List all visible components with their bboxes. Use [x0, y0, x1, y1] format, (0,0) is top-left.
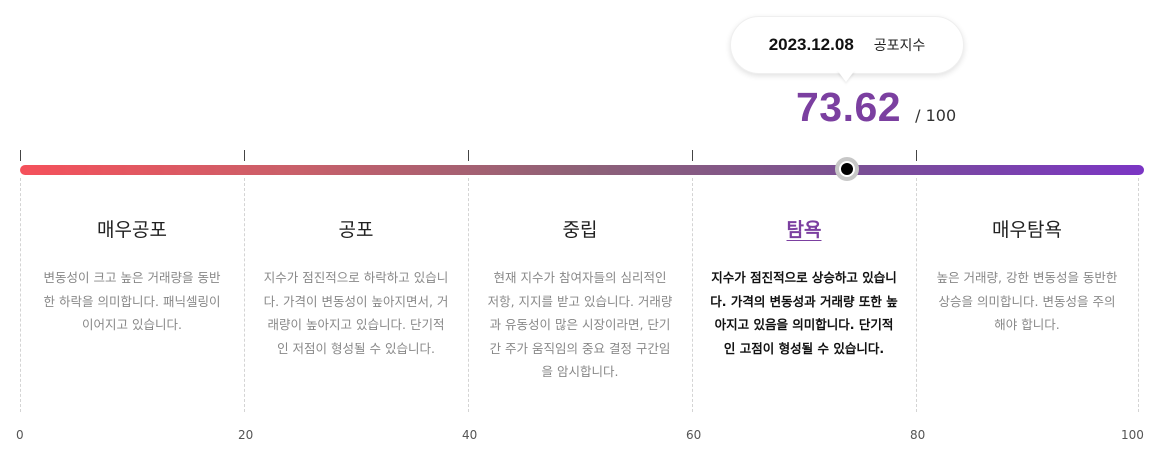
gauge-tick — [468, 150, 469, 161]
zone-divider — [916, 178, 917, 412]
zone-description: 지수가 점진적으로 상승하고 있습니다. 가격의 변동성과 거래량 또한 높아지… — [710, 270, 898, 356]
zone-divider — [692, 178, 693, 412]
axis-label: 60 — [686, 428, 702, 442]
axis-label: 20 — [238, 428, 254, 442]
zone-neutral: 중립 현재 지수가 참여자들의 심리적인 저항, 지지를 받고 있습니다. 거래… — [480, 214, 680, 384]
gauge-marker-dot — [841, 163, 854, 175]
tooltip-date: 2023.12.08 — [768, 35, 854, 54]
zone-title-active[interactable]: 탐욕 — [786, 219, 822, 241]
score-value: 73.62 — [796, 84, 902, 130]
date-tooltip: 2023.12.08 공포지수 — [730, 16, 964, 74]
zone-title: 중립 — [562, 219, 598, 241]
axis-label: 100 — [1121, 428, 1144, 442]
zone-description: 지수가 점진적으로 하락하고 있습니다. 가격이 변동성이 높아지면서, 거래량… — [263, 270, 449, 356]
axis-label: 80 — [910, 428, 926, 442]
tooltip-pointer — [837, 70, 855, 82]
score-display: 73.62 / 100 — [796, 84, 956, 138]
zone-title: 공포 — [338, 219, 374, 241]
zone-fear: 공포 지수가 점진적으로 하락하고 있습니다. 가격이 변동성이 높아지면서, … — [256, 214, 456, 360]
gauge-tick — [692, 150, 693, 161]
zone-description: 현재 지수가 참여자들의 심리적인 저항, 지지를 받고 있습니다. 거래량과 … — [487, 270, 673, 379]
zone-description: 높은 거래량, 강한 변동성을 동반한 상승을 의미합니다. 변동성을 주의해야… — [936, 270, 1118, 332]
gauge-tick — [244, 150, 245, 161]
zone-divider — [244, 178, 245, 412]
zone-extreme-fear: 매우공포 변동성이 크고 높은 거래량을 동반한 하락을 의미합니다. 패닉셀링… — [32, 214, 232, 337]
score-max: / 100 — [915, 106, 957, 125]
gauge-tick — [916, 150, 917, 161]
tooltip-label: 공포지수 — [873, 38, 926, 54]
axis-label: 0 — [16, 428, 24, 442]
gauge-bar — [20, 165, 1144, 175]
gauge-marker-ring[interactable] — [835, 157, 860, 181]
zone-title: 매우공포 — [97, 219, 167, 241]
zone-description: 변동성이 크고 높은 거래량을 동반한 하락을 의미합니다. 패닉셀링이 이어지… — [43, 270, 221, 332]
axis-label: 40 — [462, 428, 478, 442]
zone-greed: 탐욕 지수가 점진적으로 상승하고 있습니다. 가격의 변동성과 거래량 또한 … — [704, 214, 904, 360]
zone-extreme-greed: 매우탐욕 높은 거래량, 강한 변동성을 동반한 상승을 의미합니다. 변동성을… — [927, 214, 1127, 337]
zone-divider — [20, 178, 21, 412]
gauge-tick — [20, 150, 21, 161]
zone-title: 매우탐욕 — [992, 219, 1062, 241]
zone-divider — [1138, 178, 1139, 412]
zone-divider — [468, 178, 469, 412]
